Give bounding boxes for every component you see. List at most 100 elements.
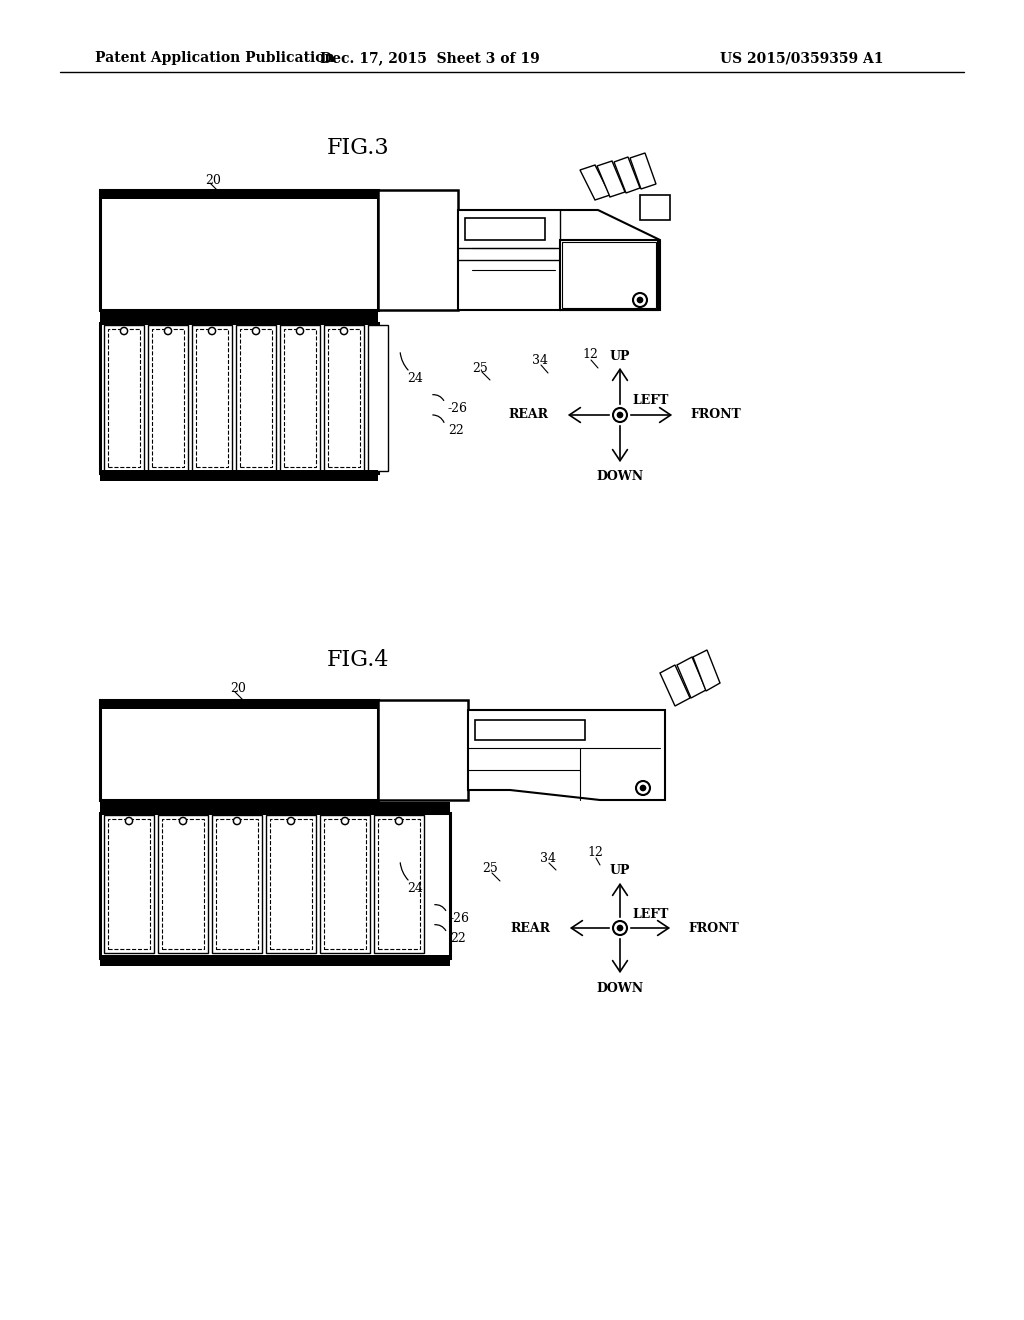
Bar	[104, 325, 144, 471]
Circle shape	[638, 297, 642, 302]
Circle shape	[122, 329, 126, 333]
Polygon shape	[693, 649, 720, 690]
Text: 12: 12	[587, 846, 603, 859]
Bar	[108, 818, 150, 949]
Text: Dec. 17, 2015  Sheet 3 of 19: Dec. 17, 2015 Sheet 3 of 19	[321, 51, 540, 65]
Bar	[560, 240, 658, 310]
Circle shape	[617, 412, 623, 417]
Text: 22: 22	[449, 424, 464, 437]
Text: UP: UP	[609, 351, 630, 363]
Circle shape	[397, 818, 401, 822]
Text: 25: 25	[482, 862, 498, 874]
Circle shape	[297, 327, 303, 334]
Circle shape	[613, 408, 627, 422]
Text: 34: 34	[532, 354, 548, 367]
Bar	[640, 195, 670, 220]
Bar	[100, 312, 378, 323]
Bar	[378, 190, 458, 310]
Bar	[324, 325, 364, 471]
Text: REAR: REAR	[508, 408, 548, 421]
Polygon shape	[580, 165, 610, 201]
Circle shape	[633, 293, 647, 308]
Bar	[328, 329, 360, 467]
Bar	[100, 813, 450, 958]
Polygon shape	[630, 153, 656, 189]
Circle shape	[288, 817, 295, 825]
Bar	[465, 218, 545, 240]
Bar	[193, 325, 232, 471]
Circle shape	[209, 327, 215, 334]
Bar	[104, 814, 154, 953]
Circle shape	[341, 327, 347, 334]
Bar	[324, 818, 366, 949]
Text: 12: 12	[582, 348, 598, 362]
Polygon shape	[597, 161, 625, 197]
Polygon shape	[458, 210, 660, 310]
Circle shape	[395, 817, 402, 825]
Text: 24: 24	[408, 371, 423, 384]
Text: REAR: REAR	[510, 921, 550, 935]
Text: -26: -26	[449, 401, 468, 414]
Text: DOWN: DOWN	[596, 470, 643, 483]
Circle shape	[165, 327, 171, 334]
Circle shape	[254, 329, 258, 333]
Bar	[212, 814, 262, 953]
Text: Patent Application Publication: Patent Application Publication	[95, 51, 335, 65]
Bar	[148, 325, 188, 471]
Bar	[368, 325, 388, 471]
Text: FIG.4: FIG.4	[327, 649, 389, 671]
Bar	[378, 700, 468, 800]
Circle shape	[181, 818, 185, 822]
Circle shape	[298, 329, 302, 333]
Circle shape	[126, 817, 132, 825]
Bar	[100, 323, 378, 473]
Text: -26: -26	[450, 912, 470, 924]
Bar	[100, 190, 378, 199]
Polygon shape	[468, 710, 665, 800]
Text: UP: UP	[609, 863, 630, 876]
Circle shape	[343, 818, 347, 822]
Bar	[100, 954, 450, 966]
Circle shape	[233, 817, 241, 825]
Text: LEFT: LEFT	[632, 908, 669, 920]
Text: US 2015/0359359 A1: US 2015/0359359 A1	[720, 51, 884, 65]
Circle shape	[166, 329, 170, 333]
Bar	[270, 818, 312, 949]
Bar	[100, 803, 450, 813]
Bar	[378, 818, 420, 949]
Bar	[100, 190, 378, 310]
Text: 25: 25	[472, 362, 487, 375]
Circle shape	[179, 817, 186, 825]
Circle shape	[121, 327, 128, 334]
Text: 22: 22	[450, 932, 466, 945]
Circle shape	[234, 818, 239, 822]
Bar	[266, 814, 316, 953]
Bar	[108, 329, 140, 467]
Text: DOWN: DOWN	[596, 982, 643, 994]
Text: 20: 20	[205, 173, 221, 186]
Polygon shape	[660, 665, 690, 706]
Polygon shape	[614, 157, 640, 193]
Bar	[240, 329, 272, 467]
Bar	[319, 814, 370, 953]
Text: FRONT: FRONT	[688, 921, 738, 935]
Circle shape	[640, 785, 645, 791]
Bar	[216, 818, 258, 949]
Bar	[280, 325, 319, 471]
Bar	[374, 814, 424, 953]
Text: 24: 24	[408, 882, 423, 895]
Text: FRONT: FRONT	[690, 408, 740, 421]
Circle shape	[617, 925, 623, 931]
Bar	[475, 719, 585, 741]
Polygon shape	[677, 657, 706, 698]
Circle shape	[341, 817, 348, 825]
Text: FIG.3: FIG.3	[327, 137, 389, 158]
Circle shape	[613, 921, 627, 935]
Bar	[100, 700, 378, 800]
Bar	[196, 329, 228, 467]
Text: LEFT: LEFT	[632, 393, 669, 407]
Bar	[100, 700, 378, 709]
Bar	[284, 329, 316, 467]
Circle shape	[289, 818, 293, 822]
Text: 20: 20	[230, 682, 246, 696]
